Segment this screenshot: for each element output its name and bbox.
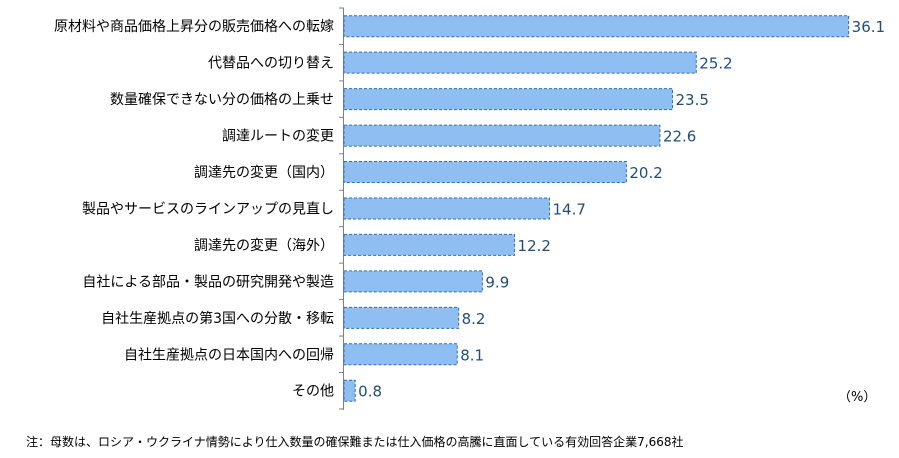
unit-label: （%） bbox=[838, 390, 876, 405]
data-label: 12.2 bbox=[518, 237, 551, 255]
bar bbox=[343, 161, 627, 184]
data-label: 8.1 bbox=[460, 346, 484, 364]
footnote: 注：母数は、ロシア・ウクライナ情勢により仕入数量の確保難または仕入価格の高騰に直… bbox=[26, 435, 684, 449]
data-label: 22.6 bbox=[663, 128, 696, 146]
bar bbox=[343, 306, 460, 329]
bar bbox=[343, 51, 697, 74]
category-label: 数量確保できない分の価格の上乗せ bbox=[110, 92, 334, 108]
bar bbox=[343, 379, 356, 402]
data-label: 9.9 bbox=[485, 273, 509, 291]
data-label: 36.1 bbox=[852, 18, 885, 36]
data-label: 23.5 bbox=[676, 91, 709, 109]
bar bbox=[343, 270, 483, 293]
bar bbox=[343, 124, 661, 147]
data-label: 25.2 bbox=[699, 55, 732, 73]
bar bbox=[343, 197, 551, 220]
category-label: 自社生産拠点の第3国への分散・移転 bbox=[101, 310, 334, 327]
category-label: 代替品への切り替え bbox=[208, 56, 334, 72]
bar bbox=[343, 88, 674, 111]
category-label: 自社による部品・製品の研究開発や製造 bbox=[82, 274, 334, 290]
bar bbox=[343, 343, 458, 366]
data-label: 8.2 bbox=[462, 310, 486, 328]
category-label: 自社生産拠点の日本国内への回帰 bbox=[124, 346, 334, 363]
bar bbox=[343, 15, 850, 38]
category-label: 製品やサービスのラインアップの見直し bbox=[82, 200, 334, 217]
bar bbox=[343, 233, 516, 256]
data-label: 20.2 bbox=[629, 164, 662, 182]
category-label: 調達先の変更（国内） bbox=[194, 164, 334, 181]
data-label: 14.7 bbox=[553, 200, 586, 218]
category-label: 調達ルートの変更 bbox=[222, 128, 334, 145]
data-label: 0.8 bbox=[358, 383, 382, 401]
category-label: その他 bbox=[292, 384, 334, 400]
category-label: 原材料や商品価格上昇分の販売価格への転嫁 bbox=[54, 19, 334, 35]
category-label: 調達先の変更（海外） bbox=[194, 237, 334, 254]
